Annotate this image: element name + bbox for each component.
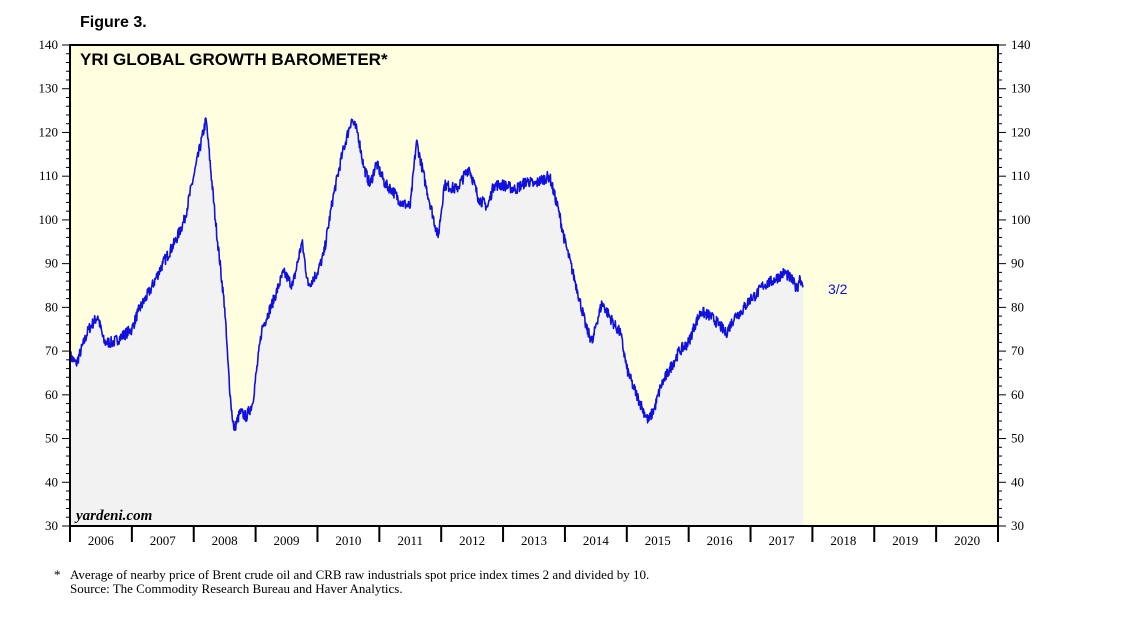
x-tick-label: 2019	[892, 533, 918, 548]
growth-barometer-chart: 30 30 40 40 50 50 60 60 70 70 80 80 90 90 100 100 110 110…	[39, 37, 1031, 548]
y-tick-label-left: 80	[45, 299, 58, 314]
y-tick-label-right: 120	[1011, 124, 1031, 139]
y-tick-label-left: 140	[39, 37, 59, 52]
footnote-text: Average of nearby price of Brent crude o…	[70, 567, 650, 582]
y-tick-label-left: 60	[45, 387, 58, 402]
y-tick-label-right: 100	[1011, 212, 1031, 227]
y-tick-label-right: 80	[1011, 299, 1024, 314]
y-tick-label-right: 110	[1011, 168, 1030, 183]
y-tick-label-right: 140	[1011, 37, 1031, 52]
x-tick-label: 2013	[521, 533, 547, 548]
y-tick-label-left: 90	[45, 256, 58, 271]
x-tick-label: 2016	[707, 533, 734, 548]
source-note: Source: The Commodity Research Bureau an…	[70, 581, 403, 596]
y-tick-label-right: 30	[1011, 518, 1024, 533]
series-area-fill	[70, 118, 804, 526]
x-tick-label: 2018	[830, 533, 856, 548]
end-date-label: 3/2	[828, 281, 848, 297]
x-tick-label: 2008	[212, 533, 238, 548]
figure-label: Figure 3.	[80, 14, 147, 31]
x-tick-label: 2007	[150, 533, 177, 548]
y-tick-label-left: 130	[39, 81, 59, 96]
y-tick-label-right: 60	[1011, 387, 1024, 402]
x-tick-label: 2006	[88, 533, 115, 548]
axis-ticks: 30 30 40 40 50 50 60 60 70 70 80 80 90 90 100 100 110 110…	[39, 37, 1031, 548]
x-tick-label: 2009	[274, 533, 300, 548]
y-tick-label-right: 70	[1011, 343, 1024, 358]
y-tick-label-right: 130	[1011, 81, 1031, 96]
footnote: * Average of nearby price of Brent crude …	[54, 568, 649, 596]
y-tick-label-left: 110	[39, 168, 58, 183]
x-tick-label: 2012	[459, 533, 485, 548]
plot-frame	[69, 44, 999, 527]
x-tick-label: 2020	[954, 533, 980, 548]
x-tick-label: 2015	[645, 533, 671, 548]
y-tick-label-left: 100	[39, 212, 59, 227]
x-tick-label: 2014	[583, 533, 610, 548]
watermark: yardeni.com	[74, 508, 152, 524]
x-tick-label: 2011	[398, 533, 424, 548]
y-tick-label-right: 50	[1011, 431, 1024, 446]
footnote-marker: *	[54, 567, 61, 582]
series-line	[69, 117, 804, 432]
chart-title: YRI GLOBAL GROWTH BAROMETER*	[80, 50, 388, 69]
y-tick-label-left: 40	[45, 474, 58, 489]
y-tick-label-left: 30	[45, 518, 58, 533]
y-tick-label-left: 50	[45, 431, 58, 446]
y-tick-label-left: 70	[45, 343, 58, 358]
y-tick-label-right: 90	[1011, 256, 1024, 271]
x-tick-label: 2017	[768, 533, 795, 548]
x-tick-label: 2010	[335, 533, 361, 548]
y-tick-label-right: 40	[1011, 474, 1024, 489]
y-tick-label-left: 120	[39, 124, 59, 139]
